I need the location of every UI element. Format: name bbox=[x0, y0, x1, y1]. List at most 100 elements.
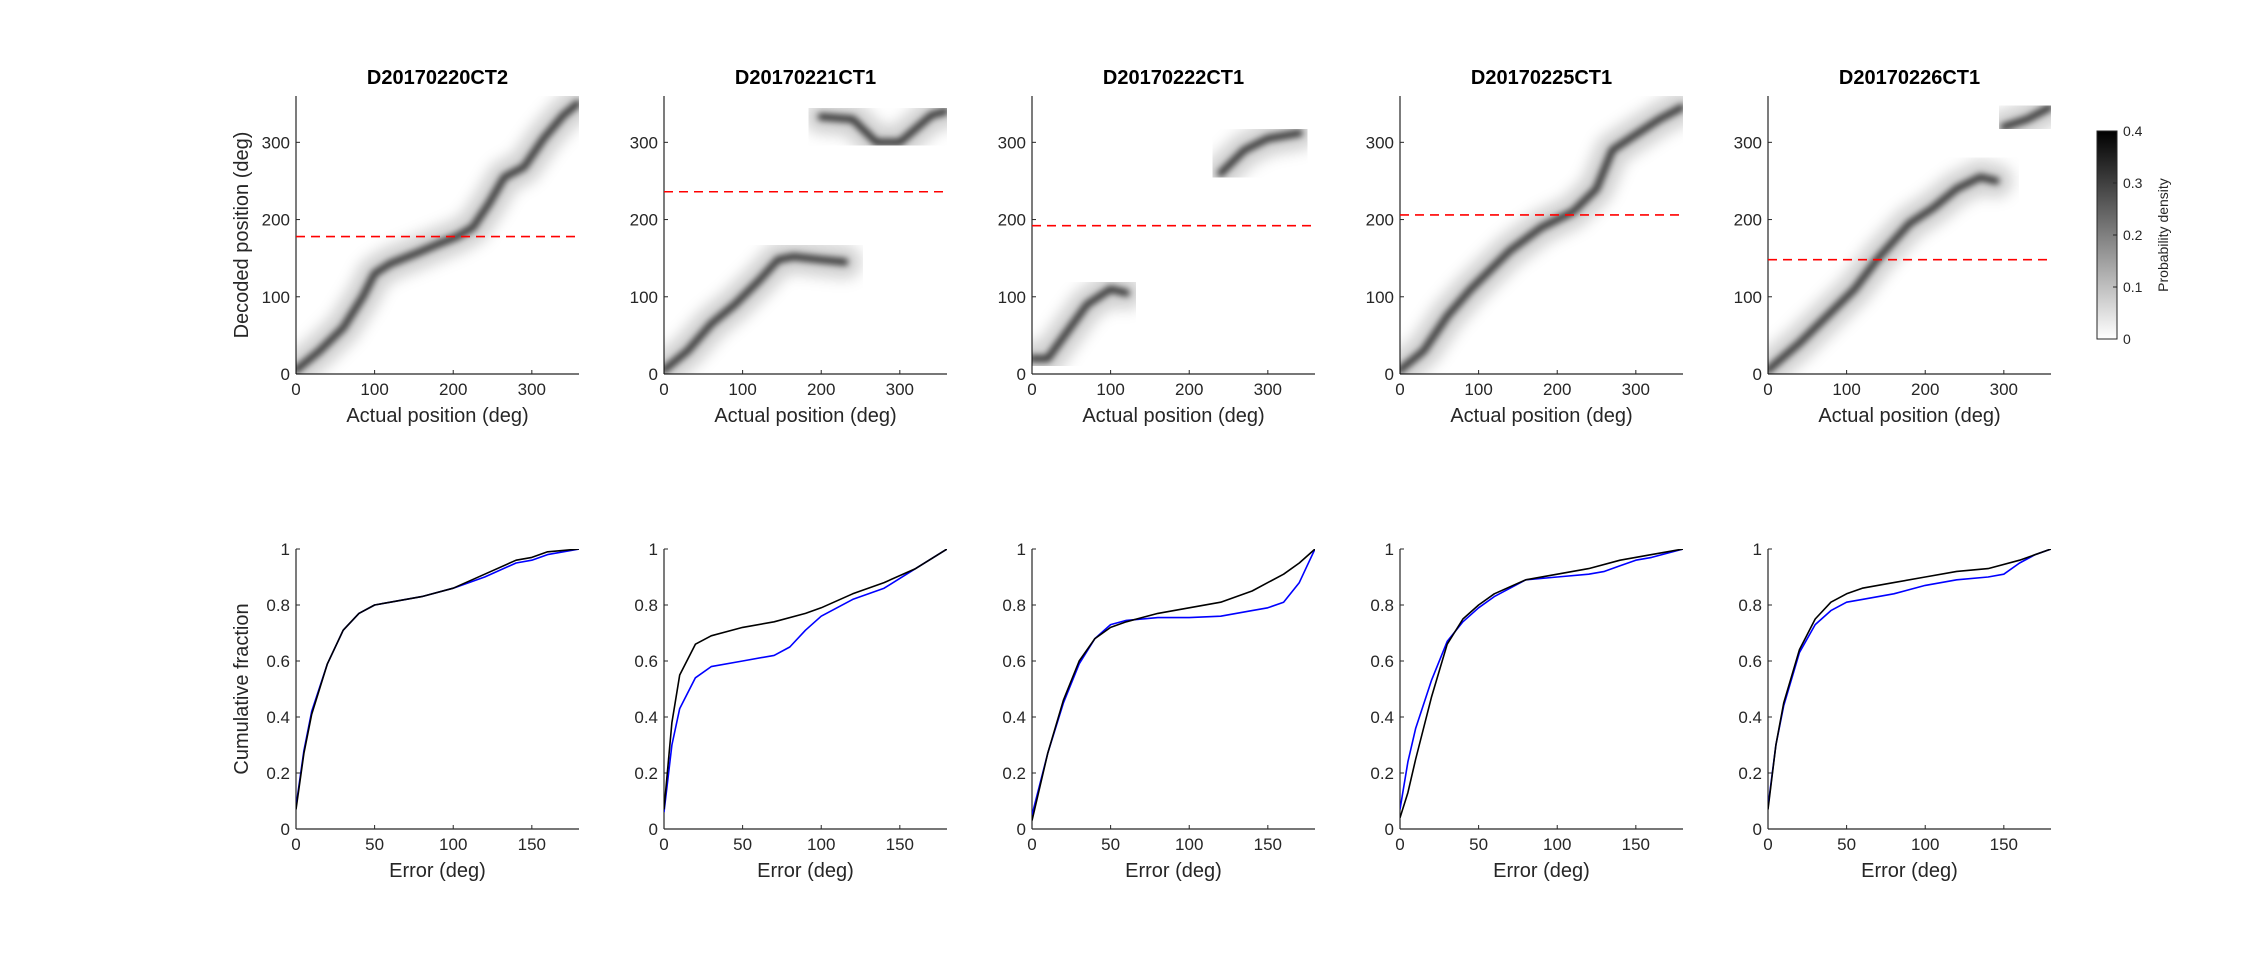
x-axis-label: Error (deg) bbox=[757, 860, 854, 882]
density-ridge bbox=[664, 253, 849, 374]
y-tick-label: 0 bbox=[1385, 365, 1394, 384]
heatmap-panel: 0 100 200 300 0 100 200 300 Actual position (deg… bbox=[630, 67, 947, 427]
x-tick-label: 100 bbox=[1096, 380, 1124, 399]
density-ridge bbox=[2000, 104, 2051, 131]
y-tick-label: 0.2 bbox=[1738, 764, 1762, 783]
heatmap-panel: 0 100 200 300 0 100 200 300 Actual position (deg… bbox=[1734, 67, 2051, 427]
x-tick-label: 0 bbox=[1763, 835, 1772, 854]
x-tick-label: 50 bbox=[733, 835, 752, 854]
x-tick-label: 0 bbox=[291, 380, 300, 399]
y-tick-label: 1 bbox=[281, 540, 290, 559]
y-tick-label: 0.8 bbox=[1370, 596, 1394, 615]
y-tick-label: 0 bbox=[1017, 365, 1026, 384]
x-tick-label: 0 bbox=[659, 380, 668, 399]
cdf-panel: 0 50 100 150 0 0.2 0.4 0.6 0.8 1 Error (deg) bbox=[1002, 540, 1315, 882]
series-line-black bbox=[1032, 549, 1315, 821]
cdf-panel: 0 50 100 150 0 0.2 0.4 0.6 0.8 1 Error (deg) bbox=[634, 540, 947, 882]
x-axis-label: Actual position (deg) bbox=[1082, 405, 1264, 427]
x-tick-label: 100 bbox=[439, 835, 467, 854]
x-tick-label: 100 bbox=[1832, 380, 1860, 399]
panel-title: D20170222CT1 bbox=[1103, 67, 1244, 89]
cdf-lines bbox=[296, 549, 579, 810]
y-tick-label: 0.8 bbox=[634, 596, 658, 615]
x-tick-label: 100 bbox=[1911, 835, 1939, 854]
y-tick-label: 0 bbox=[281, 820, 290, 839]
colorbar-tick-label: 0.3 bbox=[2123, 175, 2143, 191]
y-tick-label: 300 bbox=[262, 133, 290, 152]
y-tick-label: 100 bbox=[630, 288, 658, 307]
cdf-lines bbox=[1400, 549, 1683, 819]
y-tick-label: 0 bbox=[1753, 365, 1762, 384]
panel-title: D20170220CT2 bbox=[367, 67, 508, 89]
y-tick-label: 0 bbox=[1017, 820, 1026, 839]
y-tick-label: 200 bbox=[262, 211, 290, 230]
panel-title: D20170225CT1 bbox=[1471, 67, 1612, 89]
x-tick-label: 150 bbox=[1254, 835, 1282, 854]
series-line-black bbox=[296, 549, 579, 810]
series-line-black bbox=[664, 549, 947, 810]
x-tick-label: 150 bbox=[518, 835, 546, 854]
y-tick-label: 200 bbox=[1734, 211, 1762, 230]
y-tick-label: 1 bbox=[649, 540, 658, 559]
y-tick-label: 0.6 bbox=[1002, 652, 1026, 671]
colorbar-tick-label: 0.4 bbox=[2123, 123, 2143, 139]
cdf-lines bbox=[1768, 549, 2051, 810]
x-tick-label: 0 bbox=[659, 835, 668, 854]
y-tick-label: 1 bbox=[1017, 540, 1026, 559]
y-tick-label: 0.4 bbox=[266, 708, 290, 727]
x-axis-label: Error (deg) bbox=[1125, 860, 1222, 882]
x-tick-label: 200 bbox=[1911, 380, 1939, 399]
x-tick-label: 50 bbox=[365, 835, 384, 854]
x-tick-label: 0 bbox=[291, 835, 300, 854]
y-tick-label: 300 bbox=[1366, 133, 1394, 152]
x-tick-label: 50 bbox=[1837, 835, 1856, 854]
y-tick-label: 0.8 bbox=[266, 596, 290, 615]
colorbar-label: Probability density bbox=[2155, 178, 2171, 292]
x-tick-label: 0 bbox=[1027, 380, 1036, 399]
x-tick-label: 300 bbox=[1990, 380, 2018, 399]
colorbar: 0 0.1 0.2 0.3 0.4 Probability density bbox=[2096, 123, 2171, 347]
x-axis-label: Actual position (deg) bbox=[1818, 405, 2000, 427]
heatmap-density bbox=[664, 96, 947, 374]
y-tick-label: 200 bbox=[630, 211, 658, 230]
cdf-lines bbox=[1032, 549, 1315, 821]
x-tick-label: 50 bbox=[1469, 835, 1488, 854]
x-tick-label: 200 bbox=[1543, 380, 1571, 399]
y-tick-label: 0.2 bbox=[1002, 764, 1026, 783]
series-line-black bbox=[1400, 549, 1683, 819]
cdf-panel: 0 50 100 150 0 0.2 0.4 0.6 0.8 1 Error (deg) bbox=[1370, 540, 1683, 882]
x-tick-label: 0 bbox=[1763, 380, 1772, 399]
heatmap-panel: 0 100 200 300 0 100 200 300 Actual position (deg… bbox=[231, 67, 579, 427]
x-tick-label: 100 bbox=[1464, 380, 1492, 399]
y-tick-label: 100 bbox=[1366, 288, 1394, 307]
y-tick-label: 0 bbox=[281, 365, 290, 384]
y-tick-label: 0 bbox=[1385, 820, 1394, 839]
y-tick-label: 300 bbox=[998, 133, 1026, 152]
y-tick-label: 0.8 bbox=[1738, 596, 1762, 615]
x-axis-label: Error (deg) bbox=[389, 860, 486, 882]
y-tick-label: 0.2 bbox=[1370, 764, 1394, 783]
density-ridge bbox=[1400, 104, 1683, 374]
density-ridge bbox=[817, 107, 947, 146]
colorbar-tick-label: 0.1 bbox=[2123, 279, 2143, 295]
y-tick-label: 100 bbox=[1734, 288, 1762, 307]
x-tick-label: 100 bbox=[360, 380, 388, 399]
y-tick-label: 0.2 bbox=[266, 764, 290, 783]
density-ridge bbox=[296, 100, 579, 374]
y-tick-label: 300 bbox=[1734, 133, 1762, 152]
cdf-panel: 0 50 100 150 0 0.2 0.4 0.6 0.8 1 Error (deg) Cumula… bbox=[231, 540, 579, 882]
x-tick-label: 300 bbox=[1254, 380, 1282, 399]
heatmap-panel: 0 100 200 300 0 100 200 300 Actual position (deg… bbox=[998, 67, 1315, 427]
x-tick-label: 100 bbox=[807, 835, 835, 854]
y-tick-label: 0.4 bbox=[1738, 708, 1762, 727]
x-tick-label: 150 bbox=[886, 835, 914, 854]
panel-title: D20170221CT1 bbox=[735, 67, 876, 89]
panel-title: D20170226CT1 bbox=[1839, 67, 1980, 89]
x-tick-label: 50 bbox=[1101, 835, 1120, 854]
y-tick-label: 0.6 bbox=[266, 652, 290, 671]
x-tick-label: 150 bbox=[1622, 835, 1650, 854]
x-tick-label: 0 bbox=[1395, 835, 1404, 854]
y-tick-label: 0 bbox=[649, 365, 658, 384]
x-tick-label: 200 bbox=[1175, 380, 1203, 399]
y-tick-label: 0.2 bbox=[634, 764, 658, 783]
